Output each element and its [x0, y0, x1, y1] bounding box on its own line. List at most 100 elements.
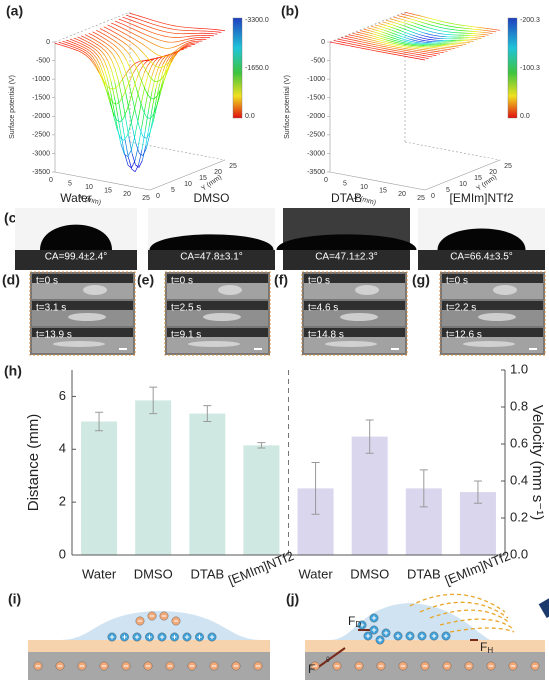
time-label: t=0 s	[36, 276, 58, 287]
surface-line	[333, 40, 338, 42]
surface-line	[399, 47, 403, 49]
surface-line	[389, 45, 393, 47]
surface-line	[128, 30, 132, 34]
surface-line	[142, 32, 146, 35]
surface-line	[422, 39, 426, 42]
surface-line	[412, 34, 417, 37]
x-tick-label: 15	[379, 188, 387, 195]
surface-line	[419, 34, 424, 37]
surface-line	[65, 41, 70, 44]
surface-line	[348, 34, 353, 36]
surface-line	[87, 44, 91, 47]
droplet	[276, 234, 417, 250]
surface-line	[426, 38, 430, 40]
surface-line	[69, 38, 74, 41]
surface-line	[408, 40, 412, 42]
surface-line	[166, 27, 171, 30]
surface-line	[138, 149, 143, 165]
surface-line	[391, 34, 395, 37]
surface-line	[424, 22, 429, 25]
surface-line	[381, 45, 386, 48]
surface-line	[359, 34, 363, 37]
surface-line	[73, 37, 78, 40]
y-tick-label: 2	[59, 494, 66, 509]
surface-line	[375, 44, 379, 46]
surface-line	[109, 37, 114, 41]
surface-line	[385, 46, 389, 48]
surface-line	[379, 41, 383, 43]
y2-tick-label: 0.4	[510, 472, 528, 487]
z-axis-label: Surface potential (V)	[9, 75, 16, 139]
y-tick-label: 25	[504, 163, 512, 170]
surface-line	[113, 35, 118, 39]
z-tick-label: -2500	[307, 132, 325, 139]
surface-line	[94, 42, 99, 46]
surface-line	[174, 50, 179, 55]
surface-line	[117, 128, 122, 144]
surface-line	[420, 28, 425, 30]
surface-line	[96, 29, 100, 33]
surface-line	[166, 59, 171, 68]
surface-line	[99, 65, 104, 75]
surface-line	[357, 44, 361, 47]
surface-line	[149, 118, 154, 137]
surface-line	[147, 58, 151, 62]
surface-line	[382, 42, 387, 44]
panel-label: (a)	[6, 3, 23, 19]
surface-line	[415, 35, 420, 38]
sign	[365, 633, 371, 639]
surface-line	[99, 28, 104, 31]
surface-line	[408, 12, 412, 15]
surface-line	[149, 114, 154, 119]
surface-line	[133, 51, 138, 57]
surface-line	[343, 44, 348, 46]
surface-line	[416, 49, 420, 52]
surface-line	[355, 33, 360, 36]
surface-line	[145, 34, 150, 37]
surface-line	[117, 116, 122, 137]
surface-line	[421, 18, 426, 21]
surface-line	[382, 40, 387, 43]
surface-line	[105, 39, 110, 43]
surface-line	[415, 51, 420, 54]
surface-line	[400, 42, 404, 45]
surface-line	[129, 55, 134, 62]
surface-line	[129, 13, 134, 15]
x-axis	[54, 171, 151, 191]
y-tick-label: 5	[446, 187, 450, 194]
surface-line	[378, 23, 383, 25]
surface-line	[157, 21, 161, 23]
z-tick-label: -3000	[32, 150, 50, 157]
surface-line	[153, 95, 158, 100]
surface-line	[110, 81, 115, 98]
x-tick-label: DMSO	[350, 566, 389, 581]
surface-line	[125, 68, 130, 74]
surface-line	[415, 55, 419, 58]
surface-line	[143, 86, 148, 94]
surface-line	[365, 36, 370, 38]
y-axis	[424, 159, 501, 191]
surface-line	[163, 26, 168, 29]
surface-line	[384, 48, 389, 50]
colorbar	[232, 17, 243, 119]
surface-line	[371, 47, 375, 49]
sign	[359, 622, 365, 628]
surface-line	[410, 24, 414, 27]
surface-line	[78, 49, 83, 52]
surface-line	[135, 143, 140, 154]
surface-line	[134, 38, 139, 42]
surface-line	[98, 41, 103, 45]
surface-line	[393, 19, 397, 21]
force-subscript: H	[487, 646, 493, 655]
surface-line	[96, 62, 101, 70]
error-bar	[419, 469, 428, 508]
surface-line	[80, 38, 85, 41]
surface-line	[93, 53, 98, 59]
frame-top	[304, 328, 405, 337]
z-axis-label: Surface potential (V)	[284, 75, 291, 139]
surface-line	[145, 39, 149, 42]
surface-line	[143, 20, 147, 23]
surface-line	[168, 53, 173, 56]
surface-line	[101, 44, 106, 48]
surface-line	[433, 52, 437, 54]
